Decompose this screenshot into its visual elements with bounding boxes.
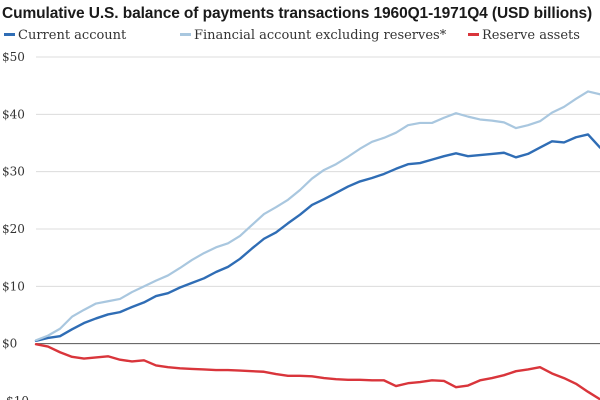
legend-label-reserve-assets: Reserve assets (482, 28, 580, 43)
legend-item-current-account: Current account (4, 28, 126, 43)
y-tick-label: -$10 (2, 394, 29, 400)
financial-account-line (34, 90, 600, 342)
legend-item-reserve-assets: Reserve assets (468, 28, 580, 43)
legend-swatch-reserve-assets (468, 33, 479, 36)
legend: Current account Financial account exclud… (4, 28, 600, 48)
legend-item-financial-account: Financial account excluding reserves* (180, 28, 446, 43)
y-tick-label: $30 (2, 165, 25, 179)
legend-label-current-account: Current account (18, 28, 127, 43)
current-account-line (34, 133, 600, 342)
y-tick-label: $50 (2, 50, 25, 64)
y-tick-label: $20 (2, 222, 25, 236)
y-tick-label: $0 (2, 337, 17, 351)
chart-title: Cumulative U.S. balance of payments tran… (2, 5, 593, 22)
legend-swatch-current-account (4, 33, 15, 36)
y-tick-label: $40 (2, 107, 25, 121)
legend-label-financial-account: Financial account excluding reserves* (194, 28, 447, 43)
y-tick-label: $10 (2, 279, 25, 293)
legend-swatch-financial-account (180, 33, 191, 36)
reserve-assets-line (34, 343, 600, 400)
